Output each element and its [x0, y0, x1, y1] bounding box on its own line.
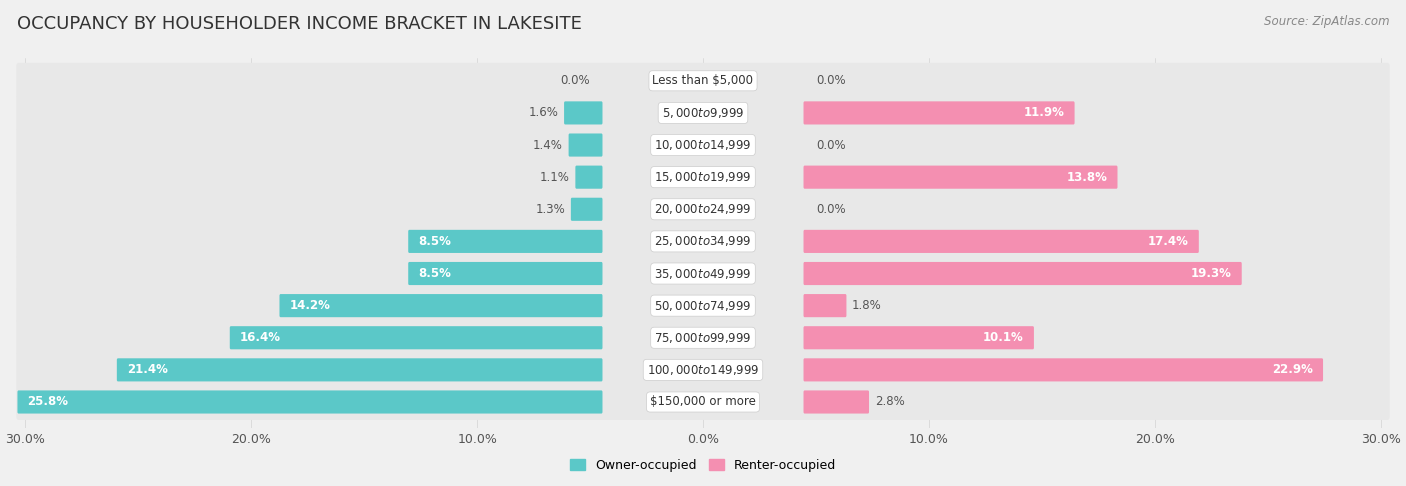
FancyBboxPatch shape	[17, 127, 1389, 163]
FancyBboxPatch shape	[17, 159, 1389, 195]
Text: $35,000 to $49,999: $35,000 to $49,999	[654, 266, 752, 280]
FancyBboxPatch shape	[17, 224, 1389, 260]
Text: $5,000 to $9,999: $5,000 to $9,999	[662, 106, 744, 120]
Text: 16.4%: 16.4%	[240, 331, 281, 344]
FancyBboxPatch shape	[17, 191, 1389, 227]
FancyBboxPatch shape	[408, 262, 603, 285]
Text: $15,000 to $19,999: $15,000 to $19,999	[654, 170, 752, 184]
FancyBboxPatch shape	[17, 390, 603, 414]
Text: 10.1%: 10.1%	[983, 331, 1024, 344]
Text: 8.5%: 8.5%	[419, 267, 451, 280]
FancyBboxPatch shape	[17, 256, 1389, 292]
FancyBboxPatch shape	[408, 230, 603, 253]
Text: 14.2%: 14.2%	[290, 299, 330, 312]
Text: 11.9%: 11.9%	[1024, 106, 1064, 120]
FancyBboxPatch shape	[803, 166, 1118, 189]
FancyBboxPatch shape	[17, 352, 1389, 388]
Text: $50,000 to $74,999: $50,000 to $74,999	[654, 298, 752, 312]
Text: 17.4%: 17.4%	[1147, 235, 1188, 248]
FancyBboxPatch shape	[229, 326, 603, 349]
Text: 0.0%: 0.0%	[815, 203, 845, 216]
Text: 0.0%: 0.0%	[561, 74, 591, 87]
FancyBboxPatch shape	[803, 294, 846, 317]
Text: OCCUPANCY BY HOUSEHOLDER INCOME BRACKET IN LAKESITE: OCCUPANCY BY HOUSEHOLDER INCOME BRACKET …	[17, 15, 582, 33]
Text: 13.8%: 13.8%	[1067, 171, 1108, 184]
Text: 25.8%: 25.8%	[28, 396, 69, 409]
Text: 2.8%: 2.8%	[875, 396, 904, 409]
FancyBboxPatch shape	[17, 95, 1389, 131]
FancyBboxPatch shape	[280, 294, 603, 317]
Text: 1.6%: 1.6%	[529, 106, 558, 120]
FancyBboxPatch shape	[803, 326, 1033, 349]
Text: $25,000 to $34,999: $25,000 to $34,999	[654, 234, 752, 248]
Text: Source: ZipAtlas.com: Source: ZipAtlas.com	[1264, 15, 1389, 28]
Text: 22.9%: 22.9%	[1272, 364, 1313, 376]
Legend: Owner-occupied, Renter-occupied: Owner-occupied, Renter-occupied	[565, 454, 841, 477]
Text: 19.3%: 19.3%	[1191, 267, 1232, 280]
Text: 1.3%: 1.3%	[536, 203, 565, 216]
FancyBboxPatch shape	[803, 230, 1199, 253]
FancyBboxPatch shape	[803, 358, 1323, 382]
Text: 8.5%: 8.5%	[419, 235, 451, 248]
FancyBboxPatch shape	[568, 134, 603, 156]
FancyBboxPatch shape	[117, 358, 603, 382]
Text: 1.1%: 1.1%	[540, 171, 569, 184]
FancyBboxPatch shape	[17, 288, 1389, 324]
Text: 1.4%: 1.4%	[533, 139, 562, 152]
Text: Less than $5,000: Less than $5,000	[652, 74, 754, 87]
FancyBboxPatch shape	[571, 198, 603, 221]
Text: 0.0%: 0.0%	[815, 139, 845, 152]
FancyBboxPatch shape	[575, 166, 603, 189]
FancyBboxPatch shape	[564, 102, 603, 124]
Text: 21.4%: 21.4%	[127, 364, 167, 376]
FancyBboxPatch shape	[803, 262, 1241, 285]
FancyBboxPatch shape	[17, 320, 1389, 356]
FancyBboxPatch shape	[803, 390, 869, 414]
FancyBboxPatch shape	[17, 63, 1389, 99]
FancyBboxPatch shape	[17, 384, 1389, 420]
Text: $10,000 to $14,999: $10,000 to $14,999	[654, 138, 752, 152]
Text: $150,000 or more: $150,000 or more	[650, 396, 756, 409]
Text: 0.0%: 0.0%	[815, 74, 845, 87]
FancyBboxPatch shape	[803, 102, 1074, 124]
Text: $75,000 to $99,999: $75,000 to $99,999	[654, 331, 752, 345]
Text: 1.8%: 1.8%	[852, 299, 882, 312]
Text: $20,000 to $24,999: $20,000 to $24,999	[654, 202, 752, 216]
Text: $100,000 to $149,999: $100,000 to $149,999	[647, 363, 759, 377]
